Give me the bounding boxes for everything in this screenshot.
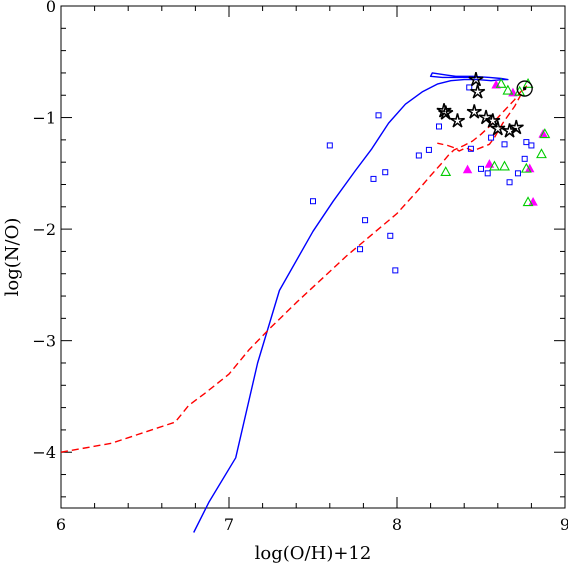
square-point [436,123,442,130]
star-point [508,119,524,135]
tick-labels: 6 7 8 9 0 −1 −2 −3 −4 [32,0,568,534]
square-point [528,142,535,149]
square-point [415,152,422,159]
square-point [425,146,432,153]
square-point [514,170,521,177]
star-point [466,104,482,119]
square-point [375,112,382,119]
star-point [438,105,454,120]
green-triangle-point [536,148,547,159]
green-triangle-point [440,166,452,177]
square-point [326,142,333,149]
star-point [490,121,506,136]
magenta-triangle-point [484,159,495,168]
green-triangle-point [522,196,534,207]
green-triangle-point [495,77,507,88]
square-point [523,139,530,146]
y-tick-label: −3 [32,332,56,351]
green-triangle-point [502,84,514,95]
x-tick-label: 7 [224,515,234,534]
axis-ticks [60,5,566,508]
square-point [521,155,528,162]
green-triangle-point [520,162,532,173]
x-tick-label: 6 [56,515,66,534]
green-triangle-point [499,160,510,171]
model-curve-dashed [60,85,528,453]
sun-symbol [516,80,533,97]
y-axis-label: log(N/O) [2,218,23,297]
y-tick-label: −2 [32,220,56,239]
star-point [449,113,466,128]
square-point [506,179,513,186]
series-layer [60,71,551,533]
square-point [488,134,495,141]
y-tick-label: 0 [46,0,56,16]
star-point [478,109,494,125]
y-tick-label: −4 [32,443,56,462]
square-point [467,145,474,152]
star-point [468,71,484,87]
star-point [502,123,518,138]
green-triangle-point [539,128,551,139]
square-point [362,217,369,224]
square-point [387,232,394,239]
x-tick-label: 8 [392,515,402,534]
square-point [310,198,316,205]
square-point [466,84,473,91]
star-point [485,113,501,128]
square-point [382,169,389,176]
square-point [478,165,484,172]
x-axis-label: log(O/H)+12 [255,543,372,564]
square-point [484,170,491,177]
square-point [357,246,364,253]
square-point [370,175,377,182]
square-point [392,267,399,274]
x-tick-label: 9 [560,515,568,534]
magenta-triangle-point [462,164,473,174]
sun-symbol-dot [522,86,527,91]
star-point [436,103,452,118]
square-point [501,141,508,148]
green-triangle-point [489,160,500,171]
model-curve-solid [193,72,509,533]
plot-frame [60,5,566,509]
y-tick-label: −1 [32,109,56,128]
star-point [470,84,486,99]
